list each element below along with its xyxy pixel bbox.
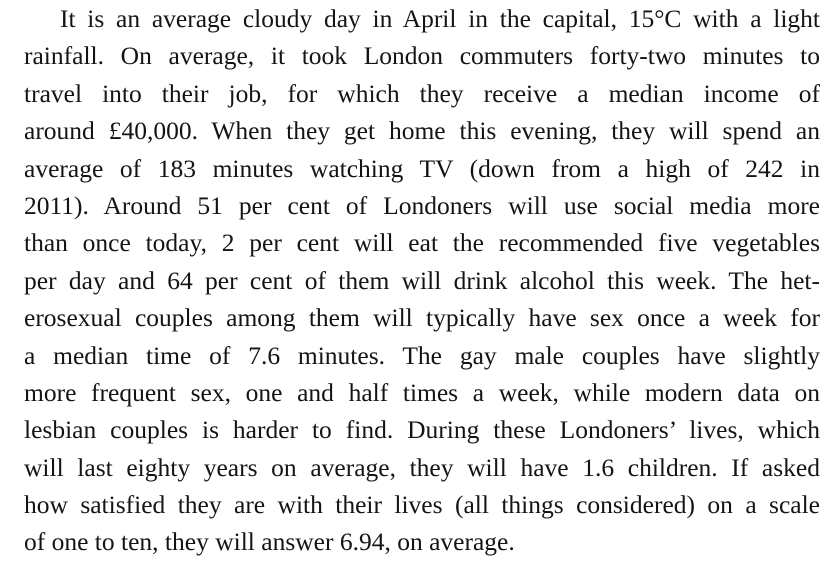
text-line-10: a median time of 7.6 minutes. The gay ma… — [24, 340, 820, 370]
text-line-3: travel into their job, for which they re… — [24, 78, 820, 108]
text-line-6: 2011). Around 51 per cent of Londoners w… — [24, 190, 820, 220]
text-line-7: than once today, 2 per cent will eat the… — [24, 228, 820, 258]
body-paragraph: It is an average cloudy day in April in … — [24, 0, 820, 561]
text-line-11: more frequent sex, one and half times a … — [24, 377, 820, 407]
text-line-13: will last eighty years on average, they … — [24, 452, 820, 482]
text-line-8: per day and 64 per cent of them will dri… — [24, 265, 820, 295]
text-line-14: how satisfied they are with their lives … — [24, 490, 820, 520]
text-line-15: of one to ten, they will answer 6.94, on… — [24, 527, 515, 557]
text-line-9: erosexual couples among them will typica… — [24, 303, 820, 333]
text-line-12: lesbian couples is harder to find. Durin… — [24, 415, 820, 445]
text-line-4: around £40,000. When they get home this … — [24, 116, 820, 146]
text-line-5: average of 183 minutes watching TV (down… — [24, 153, 820, 183]
text-line-1: It is an average cloudy day in April in … — [60, 4, 820, 33]
text-line-2: rainfall. On average, it took London com… — [24, 41, 820, 71]
